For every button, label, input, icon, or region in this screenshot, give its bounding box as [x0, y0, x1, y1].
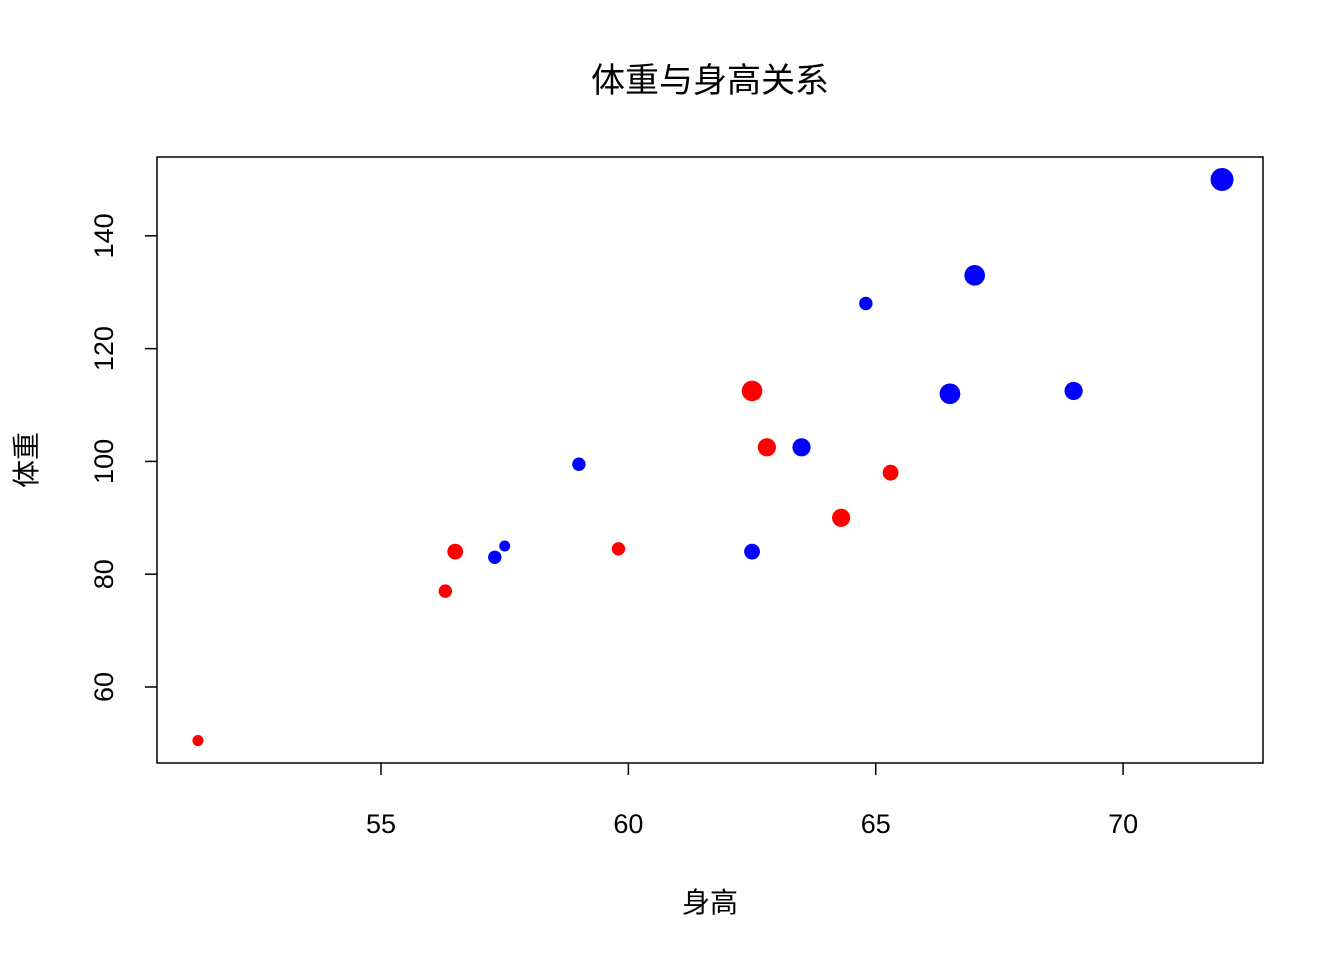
y-tick-label: 100	[89, 439, 119, 484]
point	[438, 584, 453, 598]
x-tick-label: 70	[1108, 809, 1138, 839]
point	[1210, 167, 1234, 191]
point	[744, 543, 760, 560]
x-tick-label: 65	[861, 809, 891, 839]
x-axis-label: 身高	[682, 886, 738, 919]
point	[741, 380, 763, 402]
point	[964, 265, 985, 286]
point	[792, 438, 811, 457]
point	[499, 540, 511, 552]
point	[939, 383, 961, 405]
x-tick-label: 55	[366, 809, 396, 839]
y-tick-label: 60	[89, 672, 119, 702]
point	[757, 438, 776, 457]
x-tick-label: 60	[613, 809, 643, 839]
y-tick-label: 120	[89, 326, 119, 371]
chart-title: 体重与身高关系	[591, 61, 829, 101]
plot-frame	[156, 156, 1264, 764]
point	[859, 296, 873, 311]
point	[447, 543, 464, 560]
y-axis-label: 体重	[10, 432, 43, 488]
point	[611, 542, 626, 556]
point	[192, 735, 204, 747]
point	[572, 457, 586, 471]
y-tick-label: 140	[89, 213, 119, 258]
y-tick-label: 80	[89, 559, 119, 589]
point	[488, 550, 502, 564]
point	[882, 464, 899, 481]
point	[1064, 381, 1083, 401]
point	[832, 508, 851, 527]
